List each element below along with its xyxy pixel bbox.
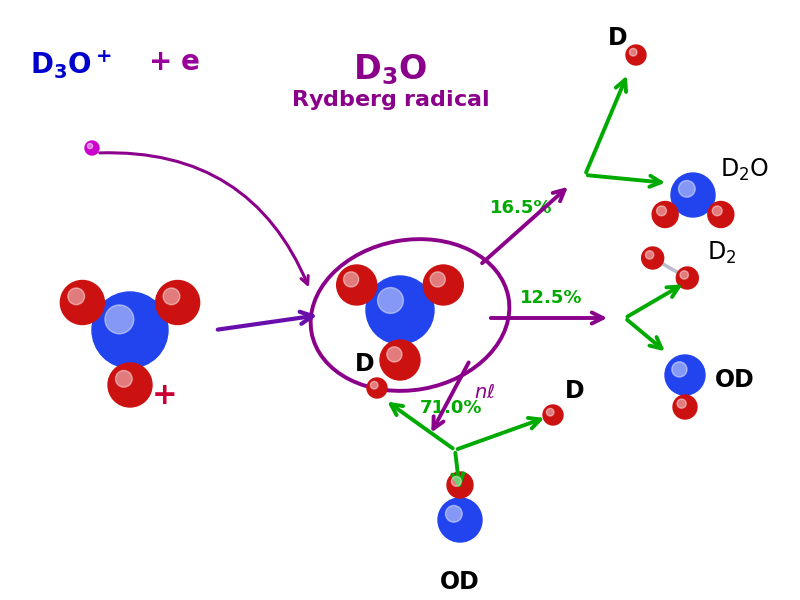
Circle shape: [642, 247, 664, 269]
Circle shape: [370, 382, 378, 389]
Text: 16.5%: 16.5%: [490, 199, 553, 217]
Text: $\mathbf{D_3O}$: $\mathbf{D_3O}$: [353, 52, 427, 87]
Circle shape: [156, 280, 200, 325]
Circle shape: [630, 49, 637, 56]
Circle shape: [380, 340, 420, 380]
Circle shape: [337, 265, 377, 305]
Circle shape: [366, 276, 434, 344]
Text: $\mathrm{D_2O}$: $\mathrm{D_2O}$: [721, 157, 770, 183]
Text: D: D: [565, 379, 585, 403]
Circle shape: [672, 362, 687, 377]
Circle shape: [657, 206, 666, 216]
FancyArrowPatch shape: [452, 453, 463, 485]
Text: D: D: [355, 352, 375, 376]
Circle shape: [85, 141, 99, 155]
Circle shape: [386, 347, 402, 362]
Text: OD: OD: [440, 570, 480, 594]
Circle shape: [446, 505, 462, 522]
Circle shape: [646, 251, 654, 259]
Circle shape: [108, 363, 152, 407]
Text: +: +: [152, 380, 178, 409]
Text: $\mathbf{Rydberg\ radical}$: $\mathbf{Rydberg\ radical}$: [291, 88, 489, 112]
Circle shape: [451, 476, 462, 486]
Circle shape: [543, 405, 563, 425]
FancyArrowPatch shape: [627, 287, 679, 317]
Circle shape: [163, 288, 180, 305]
Text: $\mathbf{D_3O^+}$: $\mathbf{D_3O^+}$: [30, 48, 112, 80]
FancyArrowPatch shape: [100, 153, 308, 284]
Circle shape: [68, 288, 85, 305]
Text: OD: OD: [715, 368, 755, 392]
FancyArrowPatch shape: [482, 190, 565, 263]
Circle shape: [546, 409, 554, 416]
Text: $\mathbf{+ \ e}$: $\mathbf{+ \ e}$: [148, 48, 200, 76]
Circle shape: [708, 202, 734, 227]
Text: $n\ell$: $n\ell$: [474, 383, 496, 401]
Circle shape: [626, 45, 646, 65]
FancyArrowPatch shape: [434, 362, 469, 429]
Circle shape: [673, 395, 697, 419]
Circle shape: [430, 272, 446, 287]
Circle shape: [378, 287, 403, 313]
Circle shape: [665, 355, 705, 395]
Circle shape: [105, 305, 134, 334]
Circle shape: [676, 267, 698, 289]
FancyArrowPatch shape: [627, 320, 662, 349]
Circle shape: [87, 143, 93, 149]
Circle shape: [367, 378, 387, 398]
Text: $\mathrm{D_2}$: $\mathrm{D_2}$: [707, 240, 737, 266]
FancyArrowPatch shape: [218, 312, 313, 329]
Circle shape: [671, 173, 715, 217]
Circle shape: [115, 370, 132, 387]
Circle shape: [652, 202, 678, 227]
FancyArrowPatch shape: [588, 175, 661, 187]
FancyArrowPatch shape: [458, 418, 540, 449]
Text: D: D: [608, 26, 628, 50]
Circle shape: [423, 265, 463, 305]
Circle shape: [712, 206, 722, 216]
Circle shape: [678, 181, 695, 197]
Circle shape: [60, 280, 104, 325]
Circle shape: [677, 399, 686, 408]
FancyArrowPatch shape: [390, 404, 453, 448]
FancyArrowPatch shape: [490, 313, 603, 323]
Circle shape: [438, 498, 482, 542]
Circle shape: [447, 472, 473, 498]
Circle shape: [343, 272, 358, 287]
Text: 71.0%: 71.0%: [420, 399, 482, 417]
Circle shape: [92, 292, 168, 368]
Text: 12.5%: 12.5%: [520, 289, 582, 307]
FancyArrowPatch shape: [586, 80, 626, 172]
Circle shape: [680, 271, 689, 279]
